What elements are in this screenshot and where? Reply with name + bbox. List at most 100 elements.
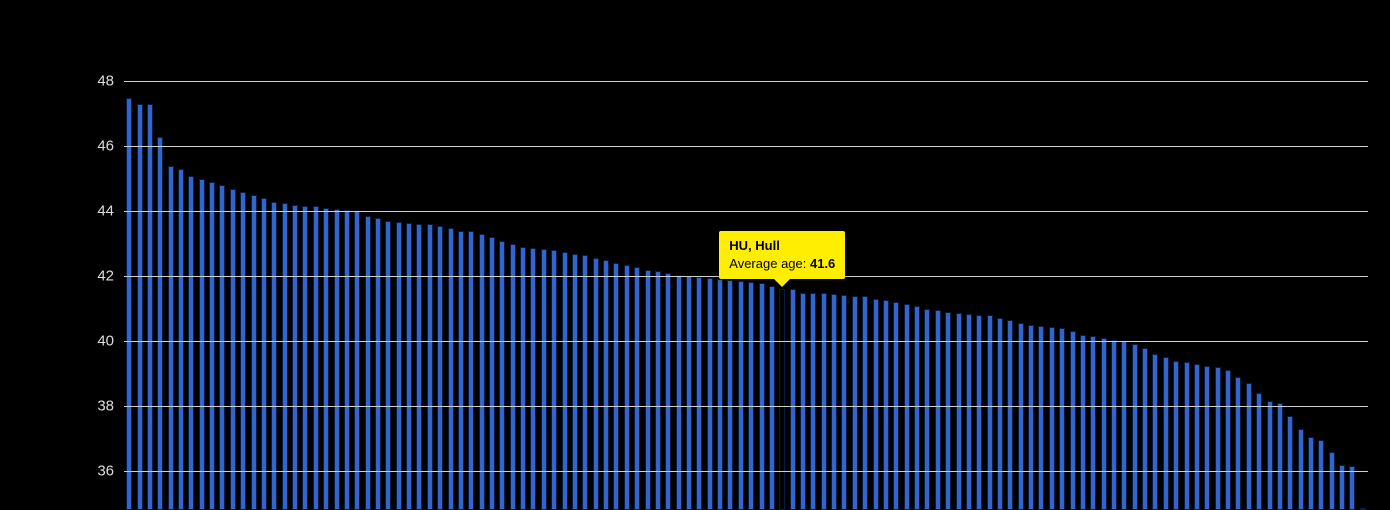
bar[interactable] — [613, 263, 619, 510]
bar[interactable] — [655, 271, 661, 510]
bar[interactable] — [1235, 377, 1241, 510]
bar[interactable] — [873, 299, 879, 510]
bar[interactable] — [292, 205, 298, 510]
bar[interactable] — [696, 277, 702, 510]
bar[interactable] — [1308, 437, 1314, 510]
bar[interactable] — [468, 231, 474, 510]
bar[interactable] — [914, 306, 920, 510]
bar[interactable] — [852, 296, 858, 510]
bar[interactable] — [261, 198, 267, 510]
bar[interactable] — [1277, 403, 1283, 510]
bar[interactable] — [251, 195, 257, 510]
bar[interactable] — [334, 209, 340, 510]
bar[interactable] — [1090, 336, 1096, 510]
bar[interactable] — [1080, 335, 1086, 510]
bar[interactable] — [427, 224, 433, 510]
bar[interactable] — [883, 300, 889, 510]
bar[interactable] — [282, 203, 288, 510]
bar[interactable] — [1173, 361, 1179, 510]
bar[interactable] — [1059, 328, 1065, 510]
bar[interactable] — [365, 216, 371, 510]
bar[interactable] — [603, 260, 609, 510]
bar[interactable] — [717, 279, 723, 510]
bar[interactable] — [1142, 348, 1148, 510]
bar[interactable] — [987, 315, 993, 510]
bar[interactable] — [188, 176, 194, 510]
bar[interactable] — [1329, 452, 1335, 510]
bar[interactable] — [1121, 341, 1127, 510]
bar[interactable] — [354, 211, 360, 510]
bar[interactable] — [727, 280, 733, 510]
bar[interactable] — [458, 231, 464, 510]
bar[interactable] — [1163, 357, 1169, 510]
bar[interactable] — [147, 104, 153, 510]
bar[interactable] — [841, 295, 847, 510]
bar[interactable] — [313, 206, 319, 510]
bar[interactable] — [137, 104, 143, 510]
bar[interactable] — [593, 258, 599, 510]
bar[interactable] — [168, 166, 174, 510]
bar[interactable] — [748, 282, 754, 510]
bar[interactable] — [769, 286, 775, 510]
bar[interactable] — [800, 293, 806, 510]
bar[interactable] — [230, 189, 236, 510]
bar[interactable] — [1132, 344, 1138, 510]
bar[interactable] — [437, 226, 443, 510]
bar[interactable] — [344, 210, 350, 510]
bar[interactable] — [1038, 326, 1044, 510]
bar[interactable] — [997, 318, 1003, 510]
bar[interactable] — [738, 281, 744, 510]
bar[interactable] — [707, 278, 713, 510]
bar[interactable] — [831, 294, 837, 510]
bar[interactable] — [375, 218, 381, 510]
bar[interactable] — [209, 182, 215, 510]
bar[interactable] — [821, 293, 827, 510]
bar[interactable] — [1070, 331, 1076, 510]
bar[interactable] — [219, 185, 225, 510]
bar[interactable] — [924, 309, 930, 510]
bar[interactable] — [1256, 393, 1262, 510]
bar[interactable] — [624, 265, 630, 510]
bar[interactable] — [956, 313, 962, 510]
bar[interactable] — [686, 276, 692, 510]
bar[interactable] — [1204, 366, 1210, 510]
bar[interactable] — [1246, 383, 1252, 510]
bar[interactable] — [966, 314, 972, 510]
bar[interactable] — [1018, 323, 1024, 510]
bar[interactable] — [1111, 340, 1117, 510]
bar[interactable] — [199, 179, 205, 510]
bar[interactable] — [271, 202, 277, 510]
bar[interactable] — [1184, 362, 1190, 510]
bar[interactable] — [157, 137, 163, 510]
bar[interactable] — [323, 208, 329, 510]
bar[interactable] — [810, 293, 816, 510]
bar[interactable] — [1349, 466, 1355, 510]
bar[interactable] — [1225, 370, 1231, 510]
bar[interactable] — [862, 296, 868, 510]
bar[interactable] — [779, 289, 785, 510]
bar[interactable] — [1007, 320, 1013, 510]
bar[interactable] — [178, 169, 184, 510]
bar[interactable] — [676, 275, 682, 510]
bar[interactable] — [302, 206, 308, 510]
bar[interactable] — [1152, 354, 1158, 510]
bar[interactable] — [1318, 440, 1324, 510]
bar[interactable] — [406, 223, 412, 510]
bar[interactable] — [1215, 367, 1221, 510]
bar[interactable] — [1049, 327, 1055, 510]
bar[interactable] — [489, 237, 495, 510]
bar[interactable] — [499, 241, 505, 510]
bar[interactable] — [1028, 325, 1034, 510]
bar[interactable] — [396, 222, 402, 510]
bar[interactable] — [126, 98, 132, 510]
bar[interactable] — [1194, 364, 1200, 510]
bar[interactable] — [759, 283, 765, 510]
bar[interactable] — [240, 192, 246, 510]
bar[interactable] — [1287, 416, 1293, 510]
bar[interactable] — [634, 267, 640, 510]
bar[interactable] — [1298, 429, 1304, 510]
bar[interactable] — [448, 228, 454, 510]
bar[interactable] — [665, 273, 671, 510]
bar[interactable] — [645, 270, 651, 510]
bar[interactable] — [1267, 401, 1273, 510]
